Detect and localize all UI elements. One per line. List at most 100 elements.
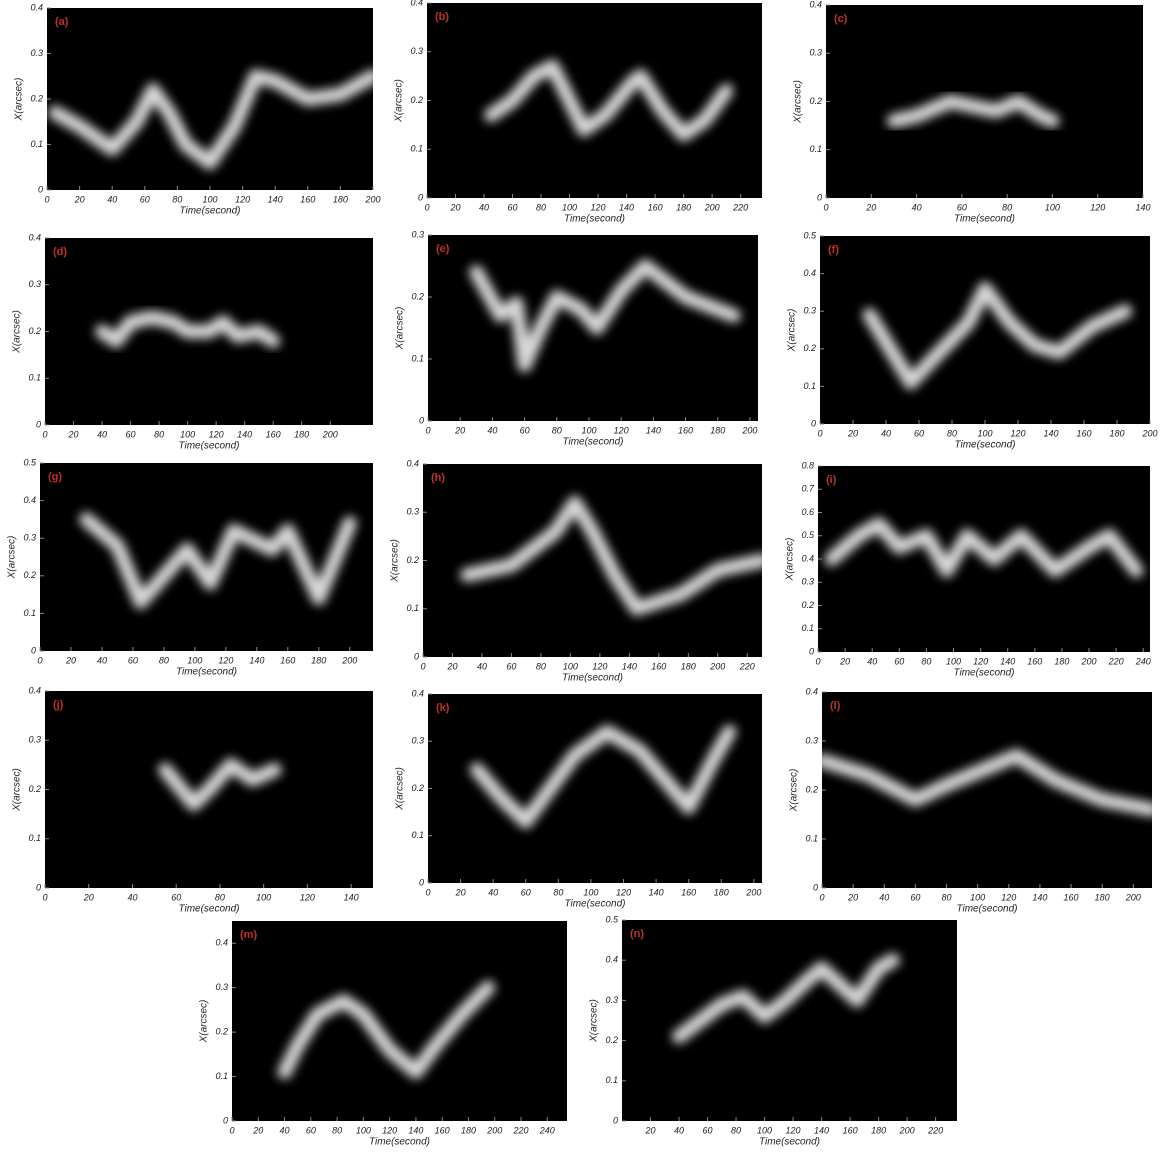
- x-axis-label: Time(second): [564, 899, 625, 910]
- plot-area: [622, 920, 957, 1121]
- panel-label: (b): [435, 11, 449, 23]
- x-tick-label: 20: [446, 661, 457, 671]
- y-tick-label: 0.2: [801, 600, 814, 610]
- x-tick-label: 0: [819, 892, 824, 902]
- x-tick-label: 140: [237, 429, 252, 439]
- x-tick-label: 80: [921, 656, 931, 666]
- x-tick-label: 100: [187, 655, 202, 665]
- x-axis-label: Time(second): [178, 441, 239, 452]
- panel: 0 20 40 60 80 100 120 140 160 180 200 0 0.1 0.2 0.3 0.4…: [14, 2, 381, 216]
- track: [824, 517, 1144, 578]
- y-tick-label: 0.2: [411, 291, 424, 301]
- y-axis-label: X(arcsec): [395, 307, 406, 351]
- x-tick-label: 140: [249, 655, 264, 665]
- x-tick-label: 100: [583, 887, 598, 897]
- y-axis-label: X(arcsec): [7, 536, 18, 580]
- x-tick-label: 160: [280, 655, 295, 665]
- x-tick-label: 40: [477, 661, 487, 671]
- track: [886, 94, 1060, 128]
- y-axis-label: X(arcsec): [390, 539, 401, 583]
- x-tick-label: 60: [914, 428, 924, 438]
- x-tick-label: 140: [1043, 428, 1058, 438]
- x-tick-label: 180: [714, 887, 729, 897]
- x-tick-label: 160: [266, 429, 281, 439]
- x-tick-label: 200: [741, 425, 757, 435]
- x-tick-label: 80: [172, 194, 182, 204]
- x-tick-label: 40: [674, 1125, 684, 1135]
- panel-label: (d): [53, 246, 67, 258]
- panel-label: (k): [436, 702, 450, 714]
- track: [469, 259, 741, 373]
- track: [460, 495, 762, 616]
- x-tick-label: 160: [1076, 428, 1091, 438]
- x-tick-label: 100: [356, 1125, 371, 1135]
- y-axis-label: X(arcsec): [789, 769, 800, 813]
- panel-label: (l): [830, 700, 841, 712]
- x-tick-label: 220: [513, 1125, 529, 1135]
- panel-label: (e): [436, 243, 450, 255]
- x-tick-label: 60: [521, 887, 531, 897]
- panel-label: (m): [240, 929, 257, 941]
- y-tick-label: 0.4: [406, 458, 419, 468]
- y-tick-label: 0.1: [801, 623, 814, 633]
- y-tick-label: 0.2: [809, 96, 822, 106]
- x-tick-label: 220: [1108, 656, 1124, 666]
- x-tick-label: 40: [479, 202, 489, 212]
- panel: 20 40 60 80 100 120 140 160 180 200 220 0 0.1 0.2 0.3 0…: [589, 914, 957, 1148]
- y-tick-label: 0.4: [411, 688, 424, 698]
- x-tick-label: 20: [252, 1125, 263, 1135]
- x-tick-label: 100: [563, 661, 578, 671]
- x-tick-label: 160: [300, 194, 315, 204]
- y-tick-label: 0.2: [23, 570, 36, 580]
- x-tick-label: 80: [942, 892, 952, 902]
- y-tick-label: 0.4: [30, 2, 43, 12]
- panel: 0 20 40 60 80 100 120 140 160 180 200 0 0.1 0.2 0.3 (e)…: [395, 229, 758, 448]
- x-tick-label: 20: [65, 655, 76, 665]
- y-tick-label: 0.2: [406, 555, 419, 565]
- plot-area: [427, 3, 762, 198]
- y-tick-label: 0.3: [410, 46, 423, 56]
- y-tick-label: 0: [809, 646, 814, 656]
- y-tick-label: 0.1: [23, 608, 36, 618]
- y-tick-label: 0.2: [805, 784, 818, 794]
- x-tick-label: 180: [294, 429, 309, 439]
- track: [277, 980, 496, 1080]
- x-tick-label: 40: [867, 656, 877, 666]
- x-axis-label: Time(second): [953, 668, 1014, 679]
- x-axis-label: Time(second): [564, 214, 625, 225]
- x-tick-label: 180: [333, 194, 348, 204]
- x-tick-label: 80: [332, 1125, 342, 1135]
- x-axis-label: Time(second): [954, 214, 1015, 225]
- y-tick-label: 0.1: [411, 830, 424, 840]
- x-tick-label: 120: [973, 656, 988, 666]
- x-tick-label: 160: [1027, 656, 1042, 666]
- y-tick-label: 0.2: [30, 93, 43, 103]
- x-tick-label: 140: [268, 194, 283, 204]
- x-axis-label: Time(second): [369, 1137, 430, 1148]
- y-tick-label: 0.3: [215, 982, 228, 992]
- y-tick-label: 0.3: [28, 279, 41, 289]
- y-tick-label: 0.1: [30, 139, 43, 149]
- x-tick-label: 0: [420, 661, 425, 671]
- x-tick-label: 120: [616, 887, 631, 897]
- y-tick-label: 0: [613, 1115, 618, 1125]
- x-tick-label: 180: [1095, 892, 1110, 902]
- x-tick-label: 0: [425, 887, 430, 897]
- y-axis-label: X(arcsec): [12, 768, 23, 812]
- x-tick-label: 120: [300, 892, 315, 902]
- panel: 0 20 40 60 80 100 120 140 160 180 200 0 0.1 0.2 0.3 0.4…: [12, 232, 373, 452]
- plot-area: [40, 463, 373, 651]
- x-tick-label: 200: [1081, 656, 1097, 666]
- y-tick-label: 0.1: [803, 381, 816, 391]
- y-tick-label: 0.1: [605, 1075, 618, 1085]
- x-tick-label: 20: [645, 1125, 656, 1135]
- x-tick-label: 160: [678, 425, 693, 435]
- y-tick-label: 0.1: [215, 1071, 228, 1081]
- x-tick-label: 120: [592, 661, 607, 671]
- y-tick-label: 0.1: [809, 144, 822, 154]
- y-tick-label: 0.4: [28, 232, 41, 242]
- x-tick-label: 100: [946, 656, 961, 666]
- y-tick-label: 0.5: [23, 457, 37, 467]
- x-tick-label: 140: [344, 892, 359, 902]
- y-tick-label: 0: [414, 651, 419, 661]
